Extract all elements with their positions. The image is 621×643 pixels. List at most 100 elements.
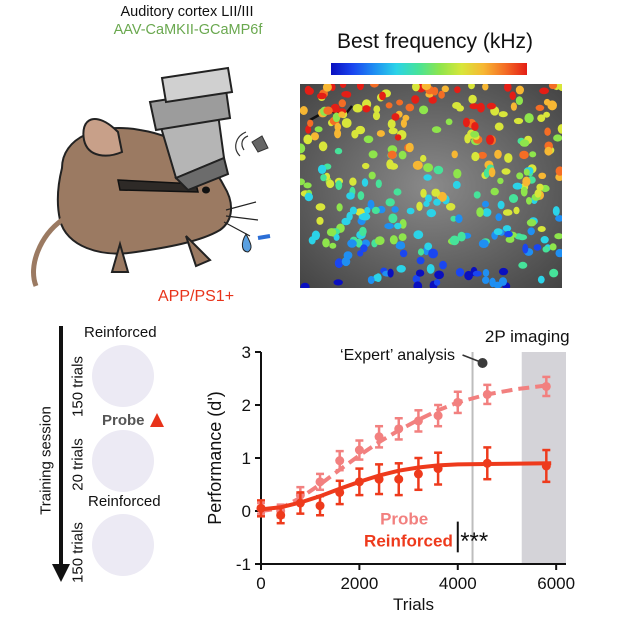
neuron-roi: [389, 235, 398, 245]
neuron-roi: [552, 206, 560, 216]
neuron-roi: [394, 222, 402, 230]
neuron-roi: [519, 139, 530, 147]
neuron-roi: [330, 103, 340, 113]
neuron-roi: [540, 236, 549, 244]
neuron-roi: [462, 117, 470, 128]
y-tick-label: 1: [242, 449, 251, 468]
block3-name: Reinforced: [88, 493, 161, 510]
neuron-roi: [308, 236, 316, 245]
neuron-roi: [334, 147, 343, 155]
neuron-roi: [515, 96, 523, 105]
neuron-roi: [502, 225, 512, 232]
neuron-roi: [334, 258, 344, 269]
neuron-roi: [335, 180, 343, 191]
block3-mouse-icon: [92, 514, 154, 576]
neuron-roi: [523, 168, 530, 176]
data-point-reinforced: [354, 477, 364, 487]
neuron-roi: [423, 174, 432, 181]
neuron-roi: [384, 223, 394, 230]
neuron-roi: [470, 130, 479, 138]
neuron-roi: [300, 143, 306, 154]
block3-trials: 150 trials: [69, 522, 87, 583]
neuron-roi: [303, 134, 313, 145]
data-point-reinforced: [394, 474, 404, 484]
neuron-roi: [388, 213, 398, 224]
neuron-roi: [490, 187, 499, 196]
neuron-roi: [449, 235, 460, 246]
neuron-roi: [471, 151, 480, 162]
neuron-roi: [534, 189, 542, 198]
expert-marker: [477, 358, 488, 368]
neuron-roi: [476, 102, 485, 113]
data-point-reinforced: [433, 464, 443, 474]
expert-analysis-label: ‘Expert’ analysis: [340, 347, 455, 364]
neuron-roi: [375, 179, 382, 188]
neuron-roi: [553, 134, 562, 142]
neuron-roi: [526, 197, 532, 205]
expert-pointer: [462, 354, 481, 363]
neuron-roi: [367, 199, 375, 210]
neuron-roi: [471, 122, 479, 131]
neuron-roi: [314, 126, 323, 133]
y-tick-label: 3: [242, 343, 251, 362]
neuron-roi: [433, 198, 441, 206]
x-tick-label: 4000: [439, 574, 477, 593]
neuron-roi: [300, 282, 310, 288]
neuron-roi: [497, 177, 504, 185]
neuron-roi: [537, 275, 545, 284]
neuron-roi: [385, 102, 393, 109]
neuron-roi: [513, 206, 520, 215]
neuron-roi: [482, 276, 490, 284]
neuron-roi: [413, 281, 423, 288]
neuron-roi: [468, 94, 477, 104]
y-axis-label: Performance (d'): [205, 391, 225, 524]
neuron-roi: [339, 84, 347, 88]
data-point-probe: [541, 381, 551, 391]
neuron-roi: [303, 182, 312, 189]
neuron-roi: [527, 227, 535, 236]
neuron-roi: [502, 209, 513, 216]
neuron-roi: [341, 256, 351, 267]
neuron-roi: [526, 219, 537, 227]
neuron-roi: [315, 203, 326, 211]
neuron-roi: [398, 233, 407, 242]
virus-label: AAV-CaMKII-GCaMP6f: [113, 22, 263, 38]
legend-reinforced: Reinforced: [364, 532, 453, 551]
neuron-roi: [338, 99, 346, 108]
neuron-roi: [333, 233, 340, 241]
neuron-roi: [300, 154, 306, 161]
mouse-illustration: [31, 66, 271, 287]
neuron-roi: [469, 103, 479, 110]
neuron-roi: [387, 268, 394, 278]
neuron-roi: [450, 215, 457, 222]
neuron-roi: [434, 270, 444, 280]
data-point-reinforced: [256, 503, 266, 513]
neuron-roi: [498, 111, 508, 118]
neuron-roi: [329, 242, 337, 249]
neuron-roi: [336, 203, 343, 212]
neuron-roi: [522, 243, 529, 254]
neuron-roi: [375, 236, 385, 246]
neuron-roi: [557, 124, 562, 134]
neuron-roi: [468, 84, 475, 90]
data-point-probe: [394, 424, 404, 434]
neuron-roi: [518, 261, 528, 269]
neuron-roi: [433, 279, 441, 286]
neuron-roi: [476, 207, 484, 218]
neuron-roi: [537, 114, 546, 122]
neuron-roi: [357, 191, 365, 201]
neuron-roi: [391, 206, 399, 213]
neuron-roi: [478, 239, 489, 248]
neuron-roi: [385, 198, 395, 207]
neuron-roi: [388, 127, 398, 135]
neuron-roi: [547, 100, 557, 111]
neuron-roi: [349, 177, 357, 186]
neuron-roi: [516, 172, 524, 180]
neuron-roi: [428, 96, 437, 104]
neuron-roi: [333, 279, 343, 286]
neuron-roi: [548, 84, 558, 90]
neuron-roi: [387, 119, 396, 129]
data-point-reinforced: [413, 469, 423, 479]
neuron-roi: [364, 207, 371, 214]
neuron-roi: [318, 141, 328, 152]
